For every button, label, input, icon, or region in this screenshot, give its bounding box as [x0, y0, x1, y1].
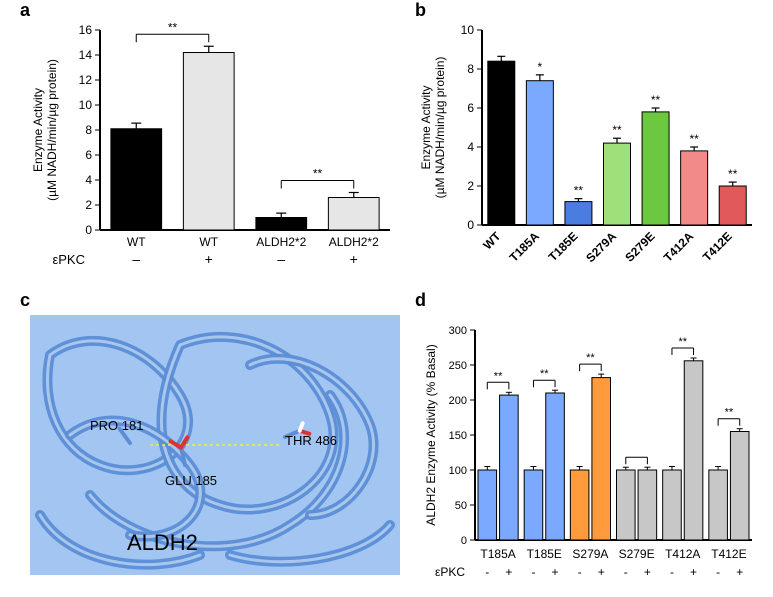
panel-d-label: d [415, 290, 426, 311]
svg-text:10: 10 [79, 98, 93, 112]
svg-text:T185A: T185A [480, 547, 515, 561]
svg-text:T185A: T185A [507, 229, 543, 265]
svg-text:+: + [552, 565, 559, 579]
panel-b-chart: 0 2 4 6 8 10 Enzyme Activity(µM NADH/min/µg pr… [420, 15, 760, 285]
svg-text:250: 250 [449, 360, 467, 372]
svg-text:6: 6 [467, 101, 474, 115]
svg-text:6: 6 [85, 148, 92, 162]
svg-text:–: – [132, 251, 140, 267]
svg-text:**: ** [540, 368, 549, 380]
svg-text:*: * [538, 60, 543, 74]
svg-text:300: 300 [449, 325, 467, 337]
svg-text:200: 200 [449, 395, 467, 407]
svg-text:**: ** [586, 352, 595, 364]
svg-text:ALDH2*2: ALDH2*2 [256, 235, 306, 249]
svg-text:+: + [736, 565, 743, 579]
svg-text:εPKC: εPKC [52, 252, 85, 267]
svg-text:GLU 185: GLU 185 [165, 473, 217, 488]
svg-text:**: ** [168, 20, 178, 34]
svg-text:0: 0 [467, 218, 474, 232]
svg-text:WT: WT [199, 235, 218, 249]
svg-text:**: ** [313, 167, 323, 181]
svg-text:-: - [485, 565, 489, 579]
svg-text:THR 486: THR 486 [285, 433, 337, 448]
panel-c-label: c [20, 290, 30, 311]
svg-text:50: 50 [455, 500, 467, 512]
svg-text:S279E: S279E [619, 547, 655, 561]
svg-text:**: ** [574, 184, 584, 198]
svg-text:+: + [205, 251, 213, 267]
svg-text:T412E: T412E [700, 229, 735, 264]
svg-text:S279A: S279A [572, 547, 608, 561]
svg-text:Enzyme Activity(µM NADH/min/µg: Enzyme Activity(µM NADH/min/µg protein) [420, 57, 447, 199]
svg-text:ALDH2 Enzyme Activity (% Basal: ALDH2 Enzyme Activity (% Basal) [424, 344, 438, 525]
svg-text:2: 2 [467, 179, 474, 193]
svg-text:S279A: S279A [583, 229, 619, 265]
svg-text:T412A: T412A [665, 547, 700, 561]
svg-text:WT: WT [480, 229, 504, 253]
svg-text:0: 0 [85, 223, 92, 237]
svg-text:WT: WT [127, 235, 146, 249]
panel-d-chart: 0 50 100 150 200 250 300 ALDH2 Enzyme Activity … [420, 315, 760, 595]
svg-text:150: 150 [449, 430, 467, 442]
svg-text:12: 12 [79, 73, 93, 87]
svg-text:0: 0 [461, 535, 467, 547]
svg-text:-: - [670, 565, 674, 579]
svg-text:**: ** [725, 407, 734, 419]
panel-a-label: a [20, 0, 30, 21]
svg-text:T412E: T412E [711, 547, 746, 561]
svg-text:PRO 181: PRO 181 [90, 418, 143, 433]
panel-a-chart: 0 2 4 6 8 10 12 14 16 Enzyme Activity(µM NADH/min… [30, 15, 400, 285]
svg-text:ALDH2*2: ALDH2*2 [329, 235, 379, 249]
svg-text:T185E: T185E [546, 229, 581, 264]
svg-text:8: 8 [85, 123, 92, 137]
svg-text:14: 14 [79, 48, 93, 62]
svg-text:T412A: T412A [661, 229, 697, 265]
panel-c-structure: PRO 181 GLU 185 THR 486 ALDH2 [30, 315, 400, 575]
svg-text:**: ** [678, 336, 687, 348]
svg-text:10: 10 [461, 23, 475, 37]
svg-text:2: 2 [85, 198, 92, 212]
svg-text:S279E: S279E [622, 229, 657, 264]
svg-text:–: – [277, 251, 285, 267]
svg-text:+: + [350, 251, 358, 267]
svg-text:8: 8 [467, 62, 474, 76]
svg-text:εPKC: εPKC [435, 565, 465, 579]
svg-text:T185E: T185E [527, 547, 562, 561]
svg-text:**: ** [728, 167, 738, 181]
svg-text:+: + [644, 565, 651, 579]
svg-text:+: + [598, 565, 605, 579]
svg-text:100: 100 [449, 465, 467, 477]
svg-text:-: - [624, 565, 628, 579]
svg-text:16: 16 [79, 23, 93, 37]
svg-text:4: 4 [467, 140, 474, 154]
svg-text:**: ** [651, 93, 661, 107]
svg-text:**: ** [689, 132, 699, 146]
svg-text:-: - [716, 565, 720, 579]
svg-text:Enzyme Activity(µM NADH/min/µg: Enzyme Activity(µM NADH/min/µg protein) [31, 59, 59, 201]
svg-text:**: ** [494, 370, 503, 382]
svg-text:4: 4 [85, 173, 92, 187]
svg-text:+: + [690, 565, 697, 579]
svg-text:**: ** [612, 123, 622, 137]
svg-text:-: - [578, 565, 582, 579]
svg-text:ALDH2: ALDH2 [127, 530, 198, 555]
svg-text:-: - [531, 565, 535, 579]
svg-text:+: + [505, 565, 512, 579]
